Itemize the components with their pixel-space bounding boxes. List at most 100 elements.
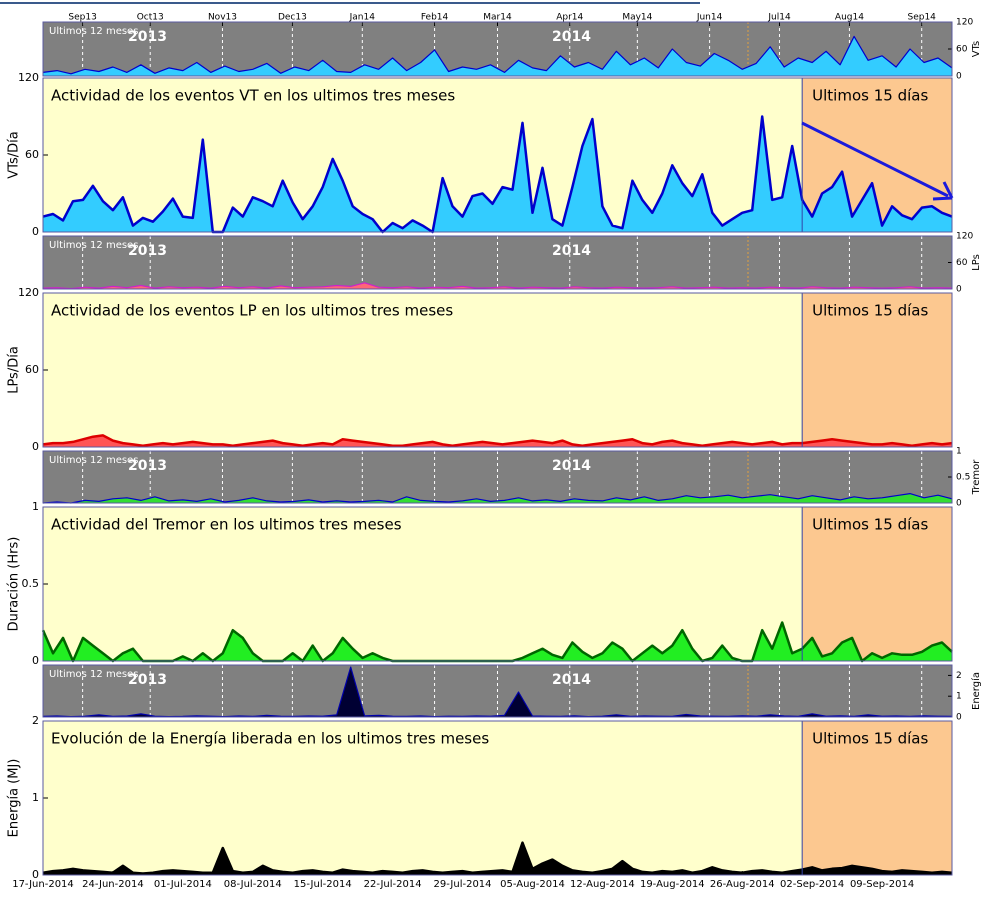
x-tick-label: 26-Aug-2014 (710, 879, 775, 890)
area-fill (43, 622, 952, 661)
x-tick-label: 17-Jun-2014 (12, 879, 74, 890)
y-tick-label: 60 (956, 258, 968, 268)
y-axis-label: VTs/Día (7, 131, 22, 178)
panel-border (42, 21, 953, 77)
y-tick-label: 120 (18, 286, 39, 299)
y-tick-label: 1 (956, 692, 962, 702)
y-tick-label: 0 (32, 225, 39, 238)
x-tick-label: Feb14 (421, 13, 449, 23)
y-tick-label: 0 (956, 713, 962, 723)
y-tick-label: 120 (956, 232, 973, 242)
y-tick-label: 0 (956, 72, 962, 82)
y-tick-label: 0 (32, 868, 39, 881)
panel-annotation: Ultimos 12 meses (49, 26, 138, 37)
highlight-region (802, 507, 952, 661)
panel-annotation: Ultimos 12 meses (49, 240, 138, 251)
y-tick-label: 0 (956, 285, 962, 295)
area-fill (43, 842, 952, 875)
panel-annotation: 2013 (128, 29, 167, 45)
x-tick-label: 02-Sep-2014 (780, 879, 844, 890)
y-tick-label: 60 (25, 148, 39, 161)
x-tick-label: Jan14 (349, 13, 376, 23)
trend-arrowhead (932, 181, 954, 201)
panel-background (43, 721, 952, 875)
x-tick-label: Apr14 (556, 13, 583, 23)
x-tick-label: Jul14 (767, 13, 791, 23)
x-tick-label: 12-Aug-2014 (570, 879, 635, 890)
panel-background (43, 507, 952, 661)
area-line (42, 282, 953, 290)
panel-background (43, 293, 952, 447)
x-tick-label: 09-Sep-2014 (850, 879, 914, 890)
panel-annotation: 2014 (552, 243, 591, 259)
panel-border (42, 506, 953, 662)
panel-annotation: Ultimos 12 meses (49, 669, 138, 680)
panel-annotation: 2013 (128, 458, 167, 474)
y-axis-label: Tremor (971, 459, 982, 496)
y-axis-label: Energía (970, 672, 982, 710)
x-tick-label: Mar14 (483, 13, 512, 23)
y-tick-label: 0.5 (22, 577, 40, 590)
x-tick-label: May14 (622, 13, 652, 23)
panel-annotation: 2013 (128, 243, 167, 259)
panel-annotation: Ultimos 12 meses (49, 455, 138, 466)
x-tick-label: 15-Jul-2014 (294, 879, 352, 890)
y-tick-label: 2 (956, 671, 962, 681)
highlight-label: Ultimos 15 días (812, 87, 928, 105)
area-line (42, 493, 953, 504)
y-axis-label: Energía (MJ) (7, 759, 22, 838)
x-tick-label: Sep13 (68, 13, 96, 23)
y-axis-label: VTs (971, 41, 982, 58)
highlight-label: Ultimos 15 días (812, 730, 928, 748)
panel-border (42, 77, 953, 233)
panel-border (42, 664, 953, 718)
x-tick-label: Jun14 (696, 13, 723, 23)
area-line (42, 434, 953, 447)
highlight-label: Ultimos 15 días (812, 302, 928, 320)
panel-title: Actividad del Tremor en los ultimos tres… (51, 516, 402, 534)
y-tick-label: 60 (25, 363, 39, 376)
panel-border (42, 292, 953, 448)
x-tick-label: 22-Jul-2014 (364, 879, 422, 890)
panel-title: Evolución de la Energía liberada en los … (51, 730, 489, 748)
panel-annotation: 2014 (552, 672, 591, 688)
panel-border (42, 450, 953, 504)
y-tick-label: 0.5 (956, 473, 970, 483)
x-tick-label: 24-Jun-2014 (82, 879, 144, 890)
y-axis-label: LPs/Día (7, 346, 22, 394)
y-tick-label: 1 (956, 447, 962, 457)
y-tick-label: 1 (32, 500, 39, 513)
y-tick-label: 0 (32, 440, 39, 453)
x-tick-label: 08-Jul-2014 (224, 879, 282, 890)
panel-annotation: 2014 (552, 29, 591, 45)
y-tick-label: 0 (956, 499, 962, 509)
y-tick-label: 60 (956, 45, 968, 55)
highlight-region (802, 721, 952, 875)
x-tick-label: Aug14 (835, 13, 864, 23)
area-line (42, 115, 953, 234)
y-tick-label: 1 (32, 791, 39, 804)
x-tick-label: 29-Jul-2014 (434, 879, 492, 890)
y-tick-label: 120 (956, 18, 973, 28)
panel-annotation: 2013 (128, 672, 167, 688)
panel-border (42, 720, 953, 876)
x-tick-label: Dec13 (278, 13, 307, 23)
panel-border (42, 235, 953, 290)
area-fill (43, 435, 952, 447)
x-tick-label: 01-Jul-2014 (154, 879, 212, 890)
area-fill (43, 116, 952, 232)
y-tick-label: 2 (32, 714, 39, 727)
x-tick-label: Oct13 (137, 13, 164, 23)
highlight-region (802, 293, 952, 447)
y-axis-label: LPs (971, 254, 982, 271)
x-tick-label: Sep14 (907, 13, 936, 23)
x-tick-label: 05-Aug-2014 (500, 879, 565, 890)
y-tick-label: 120 (18, 71, 39, 84)
trend-arrow (801, 121, 949, 198)
panel-title: Actividad de los eventos LP en los ultim… (51, 302, 453, 320)
area-line (42, 666, 953, 718)
x-tick-label: Nov13 (208, 13, 237, 23)
highlight-label: Ultimos 15 días (812, 516, 928, 534)
area-line (42, 35, 953, 75)
y-tick-label: 0 (32, 654, 39, 667)
